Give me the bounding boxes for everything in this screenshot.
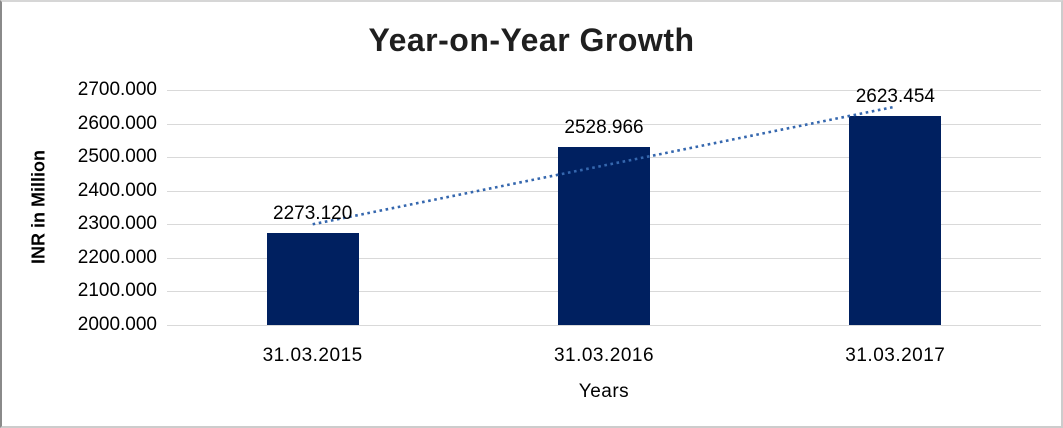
y-tick-label: 2600.000	[77, 112, 157, 134]
data-label: 2623.454	[855, 85, 935, 107]
y-tick-label: 2300.000	[77, 213, 157, 235]
y-tick-label: 2700.000	[77, 79, 157, 100]
y-tick-label: 2100.000	[77, 280, 157, 302]
x-axis-title: Years	[578, 381, 630, 402]
gridline	[167, 325, 1041, 326]
gridline	[167, 90, 1041, 91]
y-tick-label: 2400.000	[77, 179, 157, 201]
data-label: 2528.966	[564, 117, 644, 139]
y-tick-label: 2000.000	[77, 314, 157, 335]
gridline	[167, 123, 1041, 125]
x-tick-label: 31.03.2015	[262, 345, 363, 366]
bar-31.03.2017	[849, 115, 942, 325]
plot-area: 2700.000 2600.000 2500.000 2400.000 2300.000…	[78, 80, 1041, 366]
chart-title: Year-on-Year Growth	[368, 22, 695, 58]
bar-31.03.2016	[558, 147, 650, 325]
y-tick-label: 2500.000	[77, 146, 157, 168]
data-label: 2273.120	[273, 203, 353, 225]
x-tick-label: 31.03.2016	[553, 345, 655, 366]
x-tick-label: 31.03.2017	[845, 345, 946, 366]
bar-31.03.2015	[266, 233, 359, 325]
y-tick-label: 2200.000	[77, 246, 157, 268]
